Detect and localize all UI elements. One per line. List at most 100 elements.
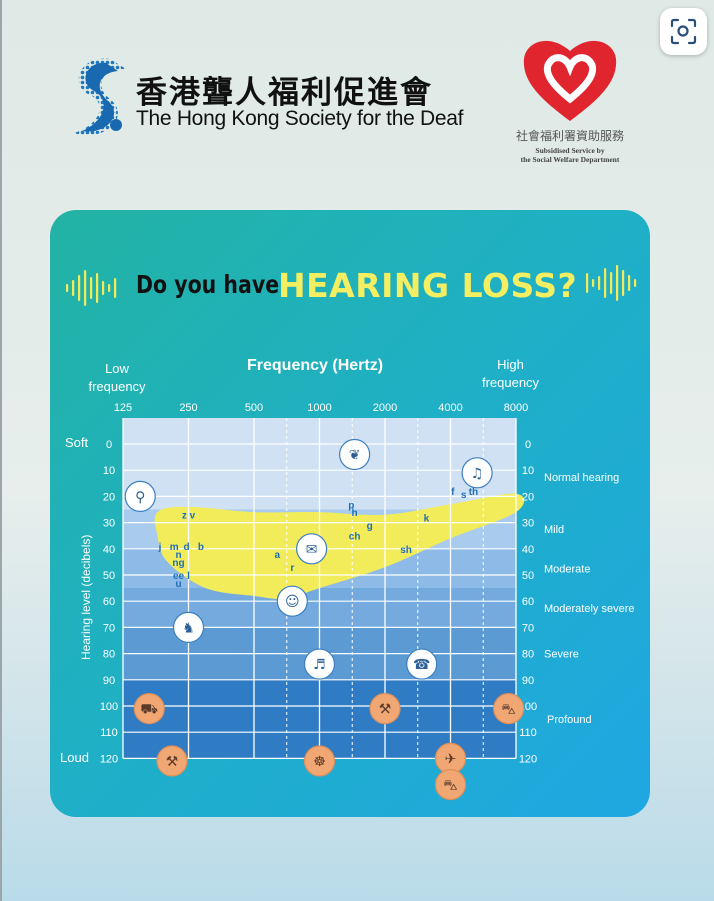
wave-bar-right [592, 279, 595, 287]
wave-bar-left [84, 270, 87, 306]
svg-text:☺: ☺ [285, 594, 300, 610]
motorcycle-icon: ⛍ [493, 693, 525, 725]
svg-text:✉: ✉ [306, 542, 318, 558]
y-tick-label-left: 70 [103, 622, 115, 634]
svg-text:♬: ♬ [313, 657, 326, 673]
wave-bar-left [108, 284, 111, 292]
wave-bar-left [102, 281, 105, 295]
phoneme-label: ch [349, 532, 361, 543]
wave-bar-right [628, 275, 631, 291]
y-tick-label-right: 30 [522, 518, 534, 530]
speech-banana [154, 493, 525, 599]
svg-text:⛍: ⛍ [501, 702, 515, 718]
severity-label: Mild [544, 524, 564, 536]
svg-text:☸: ☸ [313, 754, 326, 770]
y-tick-label-left: 50 [103, 570, 115, 582]
svg-text:⚲: ⚲ [135, 489, 145, 505]
phoneme-label: m [170, 542, 179, 553]
society-logo: 香港聾人福利促進會 The Hong Kong Society for the … [70, 55, 470, 145]
truck-icon: ⛟ [133, 693, 165, 725]
phoneme-label: z v [182, 511, 196, 522]
wave-bar-left [72, 280, 75, 296]
severity-label: Profound [547, 714, 592, 726]
page-edge [0, 0, 2, 901]
wave-bar-right [634, 279, 637, 287]
x-tick-label: 250 [179, 402, 197, 414]
svg-text:⛟: ⛟ [140, 702, 158, 718]
svg-text:❦: ❦ [349, 447, 361, 463]
society-logo-mark [74, 58, 126, 136]
swd-name-english-line2: the Social Welfare Department [520, 155, 620, 164]
wave-bar-right [586, 273, 589, 293]
swd-logo: 社會福利署資助服務 Subsidised Service by the Soci… [500, 35, 640, 165]
x-high-label: High frequency [481, 357, 540, 390]
phoneme-label: s [461, 490, 467, 501]
svg-text:♫: ♫ [471, 466, 484, 482]
phoneme-label: ng [172, 558, 184, 569]
wave-bar-right [604, 268, 607, 298]
y-tick-label-right: 80 [522, 649, 534, 661]
wave-bar-left [90, 277, 93, 299]
org-name-chinese: 香港聾人福利促進會 [136, 75, 433, 111]
x-tick-label: 2000 [373, 402, 397, 414]
swd-name-chinese: 社會福利署資助服務 [515, 129, 624, 143]
wave-bar-left [114, 278, 117, 298]
phoneme-label: f [451, 487, 455, 498]
y-tick-label-left: 20 [103, 491, 115, 503]
y-tick-label-right: 90 [522, 675, 534, 687]
visual-search-icon [670, 18, 697, 45]
severity-label: Normal hearing [544, 472, 619, 484]
wave-bar-left [66, 284, 69, 292]
y-tick-label-right: 70 [522, 622, 534, 634]
phoneme-label: g [367, 521, 373, 532]
y-tick-label-left: 40 [103, 544, 115, 556]
wave-bar-right [622, 270, 625, 296]
phoneme-label: r [290, 563, 294, 574]
poster-title-prefix: Do you have [136, 270, 280, 299]
y-tick-label-left: 80 [103, 649, 115, 661]
wave-bar-left [78, 275, 81, 301]
severity-label: Severe [544, 649, 579, 661]
chainsaw-icon: ⚒ [369, 693, 401, 725]
y-top-label: Soft [65, 435, 89, 450]
piano-icon: ♬ [303, 648, 336, 680]
phoneme-label: p [348, 500, 354, 511]
drums-icon: ☸ [303, 745, 336, 777]
y-tick-label-left: 0 [106, 439, 112, 451]
phoneme-label: d [184, 542, 190, 553]
svg-text:⛍: ⛍ [443, 778, 457, 794]
telephone-ringing-icon: ☎ [406, 648, 438, 680]
y-tick-label-left: 110 [100, 727, 118, 739]
x-tick-label: 1000 [307, 402, 331, 414]
visual-search-button[interactable] [660, 8, 707, 55]
severity-label: Moderately severe [544, 603, 635, 615]
y-tick-label-right: 10 [522, 465, 534, 477]
y-tick-label-left: 60 [103, 596, 115, 608]
wave-bar-right [610, 272, 613, 294]
severity-label: Moderate [544, 563, 590, 575]
phoneme-label: a [275, 550, 281, 561]
y-tick-label-left: 30 [103, 518, 115, 530]
swd-name-english-line1: Subsidised Service by [535, 146, 605, 155]
y-tick-label-right: 40 [522, 544, 534, 556]
x-low-label: Low frequency [88, 361, 146, 394]
phoneme-label: l [187, 571, 190, 582]
airplane-icon: ✈ [434, 742, 467, 775]
y-bottom-label: Loud [60, 750, 89, 765]
bird-chirping-icon: ♫ [461, 457, 493, 489]
phoneme-label: j [158, 542, 162, 553]
car-icon: ⛍ [434, 768, 467, 801]
y-tick-label-right: 60 [522, 596, 534, 608]
svg-text:⚒: ⚒ [166, 754, 179, 770]
x-tick-label: 4000 [438, 402, 462, 414]
wave-bar-left [96, 273, 99, 303]
phoneme-label: th [469, 487, 478, 498]
phoneme-label: k [424, 513, 430, 524]
poster-title-highlight: HEARING LOSS? [278, 266, 578, 305]
x-tick-label: 125 [114, 402, 132, 414]
svg-text:♞: ♞ [182, 620, 195, 636]
wave-bar-right [616, 265, 619, 301]
x-tick-label: 8000 [504, 402, 528, 414]
